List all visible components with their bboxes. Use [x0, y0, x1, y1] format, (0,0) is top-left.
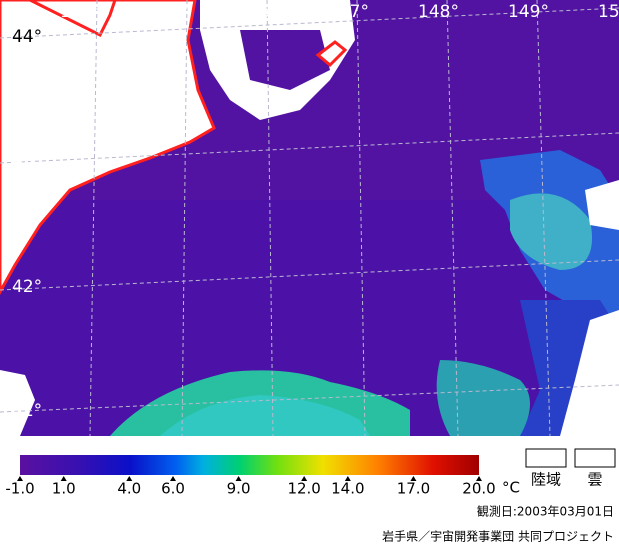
- grid-line: [356, 0, 366, 437]
- colorbar-tick-label: 6.0: [161, 480, 185, 498]
- credit: 岩手県／宇宙開発事業団 共同プロジェクト: [382, 529, 614, 544]
- cloud-gap: [240, 30, 330, 90]
- colorbar-tick-label: 14.0: [331, 480, 364, 498]
- grid-line: [0, 259, 619, 291]
- longitude-label: 145°: [148, 2, 189, 22]
- colorbar-tick: [170, 476, 176, 481]
- grid-line: [446, 0, 459, 437]
- grid-line: [0, 384, 619, 413]
- colorbar-tick-label: -1.0: [5, 480, 34, 498]
- colorbar-tick: [60, 476, 67, 481]
- grid-line: [0, 132, 619, 164]
- colorbar-tick: [344, 476, 351, 481]
- colorbar-unit: °C: [502, 479, 520, 497]
- cloud: [560, 310, 619, 436]
- latitude-label: 42°: [12, 277, 42, 297]
- observation-date: 観測日:2003年03月01日: [477, 505, 614, 519]
- longitude-label: 144°: [60, 2, 101, 22]
- warm-water: [160, 395, 370, 436]
- colorbar-tick-label: 1.0: [52, 480, 76, 498]
- land-swatch: [525, 448, 567, 468]
- colorbar-tick: [476, 476, 482, 481]
- legend-label: 陸域: [531, 471, 561, 489]
- longitude-label: 148°: [418, 2, 459, 22]
- colorbar-tick: [126, 476, 133, 481]
- colorbar-tick-label: 12.0: [287, 480, 320, 498]
- grid-line: [181, 0, 188, 437]
- warm-water: [510, 193, 592, 270]
- colorbar-tick-label: 4.0: [117, 480, 141, 498]
- grid-line: [536, 0, 551, 437]
- colorbar-tick: [301, 476, 308, 481]
- latitude-label: 43°: [12, 151, 42, 171]
- colorbar-ticks: -1.0 1.0 4.0 6.0 9.0 12.0 14.0 17.0 20.0: [5, 476, 496, 498]
- cloud-swatch: [574, 448, 616, 468]
- cloud: [585, 180, 619, 230]
- longitude-label: 147°: [328, 2, 369, 22]
- longitude-label: 15: [598, 2, 619, 22]
- colorbar-tick: [235, 476, 242, 481]
- colorbar: [20, 455, 479, 475]
- cloud: [0, 370, 35, 436]
- warm-water: [436, 360, 530, 436]
- grid-line: [0, 7, 619, 39]
- colorbar-tick: [410, 476, 417, 481]
- legend-label: 雲: [587, 471, 602, 489]
- graticule: [0, 0, 619, 437]
- colorbar-tick-label: 17.0: [397, 480, 430, 498]
- island: [315, 40, 348, 68]
- grid-line: [89, 0, 98, 437]
- longitude-label: 146°: [238, 2, 279, 22]
- land: [0, 0, 216, 296]
- latitude-label: 41°: [12, 401, 42, 421]
- coastline: [29, 0, 117, 38]
- colorbar-tick-label: 20.0: [462, 480, 495, 498]
- colorbar-tick-label: 9.0: [227, 480, 251, 498]
- latitude-label: 44°: [12, 27, 42, 47]
- colorbar-tick: [17, 476, 23, 481]
- grid-line: [266, 0, 274, 437]
- longitude-label: 149°: [508, 2, 549, 22]
